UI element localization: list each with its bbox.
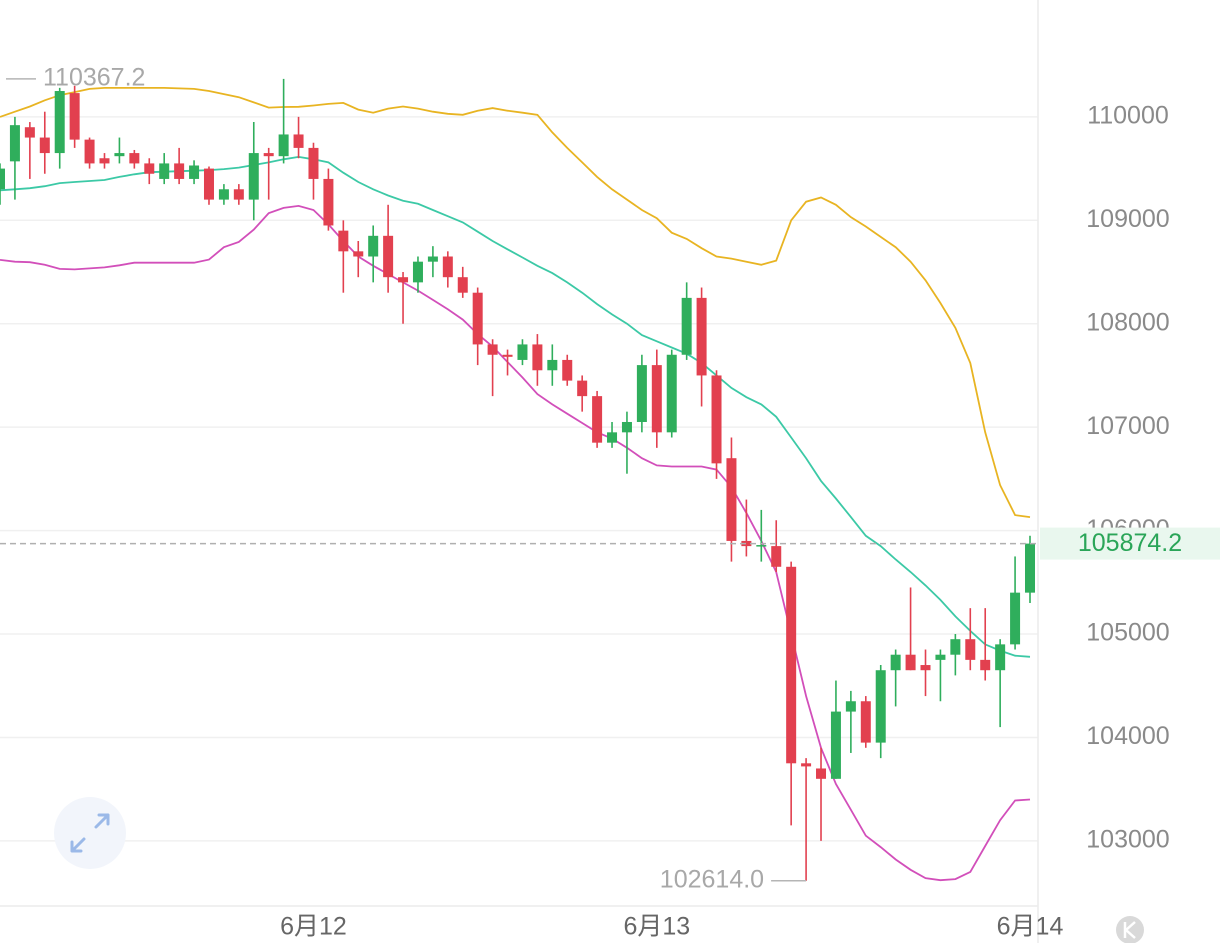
candle-body (69, 93, 80, 140)
candle-body (233, 189, 244, 200)
candle-body (412, 261, 423, 283)
band-line (0, 155, 1031, 658)
candle-body (174, 163, 185, 179)
candle-body (293, 134, 304, 148)
y-tick-label: 108000 (1086, 308, 1169, 336)
candle-body (845, 701, 856, 712)
candle-body (965, 639, 976, 660)
candle-body (920, 665, 931, 671)
candle-body (696, 297, 707, 376)
candle-body (84, 139, 95, 164)
x-tick-label: 6月12 (280, 913, 347, 941)
x-tick-label: 6月13 (623, 913, 690, 941)
candle-body (980, 659, 991, 671)
high-label: 110367.2 (43, 64, 145, 92)
candle-body (577, 380, 588, 397)
candle-body (592, 396, 603, 443)
candle-body (950, 639, 961, 655)
candle-body (278, 134, 289, 157)
candle-body (532, 344, 543, 371)
y-tick-label: 107000 (1086, 412, 1169, 440)
last-price-box (1040, 527, 1220, 560)
candle-body (860, 701, 871, 743)
expand-button[interactable] (54, 797, 126, 869)
candle-body (398, 277, 409, 283)
candle-body (711, 375, 722, 464)
candle-body (741, 540, 752, 547)
candle-body (875, 670, 886, 743)
candle-body (159, 163, 170, 179)
candle-body (9, 125, 20, 162)
candle-body (607, 432, 618, 443)
candle-body (99, 158, 110, 164)
candle-body (189, 165, 200, 179)
band-line (0, 204, 1031, 882)
candle-body (830, 711, 841, 779)
candle-body (308, 147, 319, 179)
candle-body (427, 256, 438, 262)
candle-body (995, 644, 1006, 671)
candle-body (353, 251, 364, 257)
candle-body (383, 235, 394, 278)
candle-body (621, 421, 632, 433)
candle-body (248, 153, 259, 200)
candle-body (368, 235, 379, 257)
candle-body (144, 163, 155, 174)
candle-body (502, 354, 513, 357)
low-label: 102614.0 (660, 865, 764, 893)
grid (0, 116, 1038, 842)
band-line (0, 87, 1031, 518)
candle-body (905, 654, 916, 671)
candles (0, 78, 1035, 881)
candle-body (651, 365, 662, 433)
candle-body (114, 153, 125, 157)
candle-body (935, 654, 946, 660)
candle-body (487, 344, 498, 355)
candle-body (54, 91, 65, 154)
candle-body (771, 546, 782, 567)
candle-body (816, 768, 827, 779)
candle-body (801, 763, 812, 767)
candle-body (562, 359, 573, 381)
candle-body (756, 545, 767, 547)
candle-body (323, 178, 334, 226)
candle-body (517, 344, 528, 360)
candle-body (203, 168, 214, 200)
candle-body (442, 256, 453, 278)
candle-body (890, 654, 901, 671)
labels: 1030001040001050001060001070001080001090… (0, 64, 1220, 941)
candle-body (636, 365, 647, 422)
candle-body (457, 277, 468, 293)
candle-body (547, 359, 558, 371)
candle-body (129, 153, 140, 164)
candle-body (786, 566, 797, 764)
candle-body (39, 137, 50, 154)
candle-body (726, 458, 737, 541)
x-tick-label: 6月14 (997, 913, 1064, 941)
y-tick-label: 105000 (1086, 619, 1169, 647)
y-tick-label: 103000 (1086, 825, 1169, 853)
y-tick-label: 104000 (1086, 722, 1169, 750)
candle-body (338, 230, 349, 252)
candle-body (263, 153, 274, 157)
y-tick-label: 110000 (1087, 101, 1169, 129)
candle-body (24, 127, 35, 138)
y-tick-label: 109000 (1086, 205, 1169, 233)
candle-body (0, 168, 5, 190)
candle-body (218, 189, 229, 200)
last-price-label: 105874.2 (1078, 529, 1182, 557)
candle-body (1010, 592, 1021, 645)
kline-button[interactable] (1116, 916, 1144, 943)
bands (0, 87, 1031, 882)
candle-body (1025, 543, 1035, 593)
candle-body (472, 292, 483, 345)
candle-body (681, 297, 692, 355)
candle-body (666, 354, 677, 433)
